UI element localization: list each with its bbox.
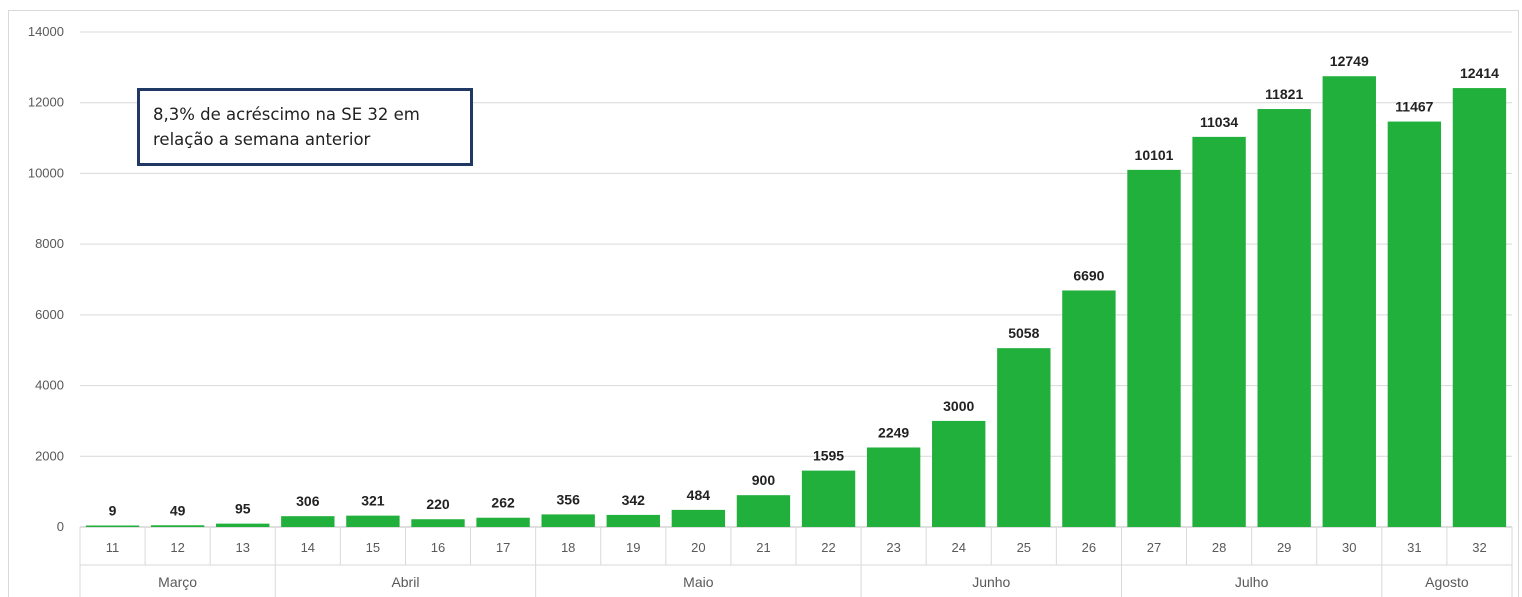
bar: [281, 516, 335, 527]
data-label: 220: [426, 496, 450, 512]
x-tick-label: 22: [821, 540, 835, 555]
y-tick-label: 14000: [28, 24, 64, 39]
data-label: 12414: [1460, 65, 1499, 81]
x-tick-label: 16: [431, 540, 445, 555]
data-label: 11821: [1265, 86, 1303, 102]
month-label: Maio: [683, 574, 714, 590]
data-label: 900: [752, 472, 776, 488]
y-tick-label: 2000: [35, 448, 64, 463]
x-tick-label: 25: [1017, 540, 1031, 555]
x-tick-label: 17: [496, 540, 510, 555]
bar: [1257, 109, 1311, 527]
data-label: 95: [235, 501, 251, 517]
bar: [541, 514, 595, 527]
x-tick-label: 14: [301, 540, 315, 555]
bar: [150, 525, 205, 527]
bar: [801, 470, 856, 527]
x-tick-label: 27: [1147, 540, 1161, 555]
bar: [606, 514, 660, 527]
data-label: 3000: [943, 398, 974, 414]
x-tick-label: 13: [235, 540, 249, 555]
x-axis: 11 12 13 14 15 16 17 18 19 20 21 22 23 24 25 26 27 28 29 30…: [79, 527, 1513, 597]
data-label: 2249: [878, 424, 909, 440]
data-label: 9: [109, 503, 117, 519]
annotation-box: 8,3% de acréscimo na SE 32 em relação a …: [137, 88, 473, 166]
y-tick-label: 10000: [28, 165, 64, 180]
data-label: 484: [687, 487, 711, 503]
month-label: Abril: [391, 574, 419, 590]
bars: [85, 76, 1507, 528]
month-label: Agosto: [1425, 574, 1469, 590]
data-label: 262: [491, 495, 515, 511]
data-label: 11034: [1200, 114, 1238, 130]
bar: [866, 447, 921, 527]
data-label: 342: [622, 492, 646, 508]
x-tick-label: 18: [561, 540, 575, 555]
x-tick-label: 20: [691, 540, 705, 555]
data-label: 6690: [1073, 267, 1104, 283]
data-label: 10101: [1135, 147, 1174, 163]
data-label: 12749: [1330, 53, 1369, 69]
annotation-line-1: 8,3% de acréscimo na SE 32 em: [153, 105, 420, 124]
bar: [736, 495, 791, 527]
bar: [85, 525, 140, 527]
bar: [346, 515, 400, 527]
bar: [216, 523, 270, 527]
data-label: 321: [361, 493, 385, 509]
bar: [1322, 76, 1376, 528]
bar: [932, 420, 986, 527]
x-tick-label: 30: [1342, 540, 1356, 555]
x-tick-label: 32: [1472, 540, 1486, 555]
bar: [1192, 136, 1246, 527]
x-tick-label: 11: [106, 540, 120, 555]
data-label: 11467: [1395, 99, 1433, 115]
y-tick-label: 8000: [35, 236, 64, 251]
annotation-line-2: relação a semana anterior: [153, 130, 371, 149]
bar: [1387, 121, 1442, 528]
x-tick-label: 26: [1082, 540, 1096, 555]
x-tick-label: 31: [1407, 540, 1421, 555]
data-label: 306: [296, 493, 320, 509]
y-axis: 0 2000 4000 6000 8000 10000 12000 14000: [28, 24, 64, 534]
month-label: Julho: [1235, 574, 1269, 590]
data-label: 1595: [813, 448, 844, 464]
data-label: 49: [170, 502, 186, 518]
x-tick-label: 23: [886, 540, 900, 555]
bar: [411, 519, 465, 527]
data-label: 5058: [1008, 325, 1039, 341]
x-tick-label: 24: [951, 540, 965, 555]
bar: [671, 509, 726, 527]
y-tick-label: 0: [57, 519, 64, 534]
chart-border: [8, 10, 1519, 597]
bar: [997, 348, 1051, 527]
bar: [1127, 169, 1181, 528]
x-tick-label: 29: [1277, 540, 1291, 555]
data-label: 356: [557, 491, 581, 507]
x-tick-label: 21: [756, 540, 770, 555]
month-label: Junho: [972, 574, 1010, 590]
bar: [1062, 290, 1116, 527]
bar: [1452, 88, 1507, 528]
bar: [476, 517, 530, 527]
month-label: Março: [158, 574, 197, 590]
x-tick-label: 28: [1212, 540, 1226, 555]
data-labels: 9 49 95 306 321 220 262 356 342 484 900 1595 2249 300…: [109, 53, 1499, 518]
x-tick-label: 12: [170, 540, 184, 555]
y-tick-label: 4000: [35, 378, 64, 393]
x-tick-label: 15: [366, 540, 380, 555]
y-tick-label: 12000: [28, 95, 64, 110]
y-tick-label: 6000: [35, 307, 64, 322]
x-tick-label: 19: [626, 540, 640, 555]
